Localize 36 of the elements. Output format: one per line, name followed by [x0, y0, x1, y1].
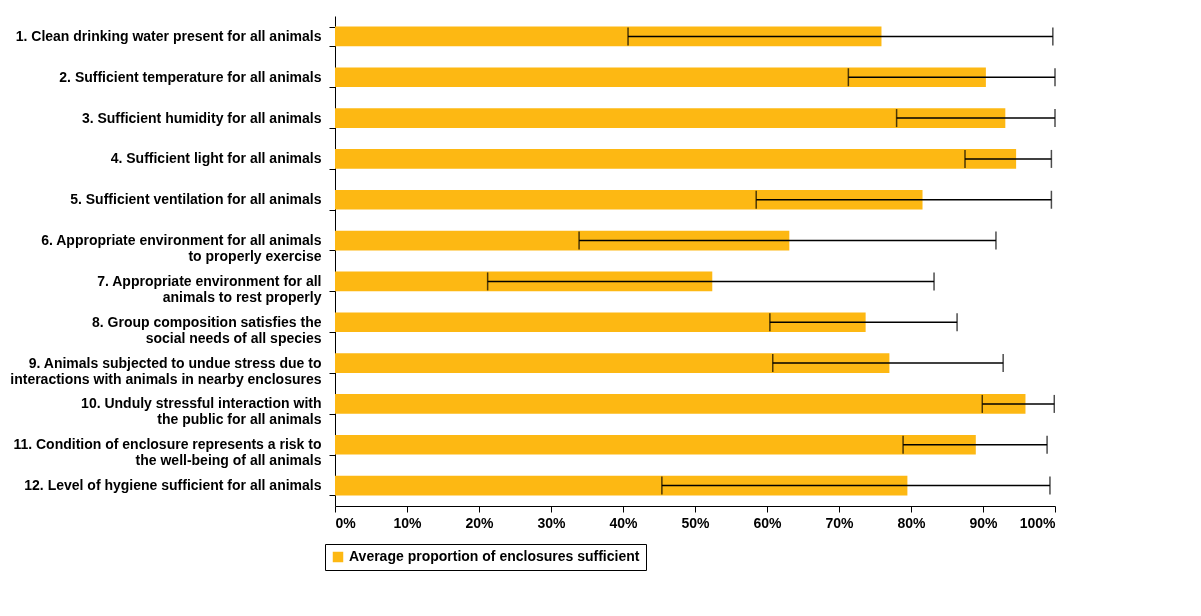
bar: [335, 67, 986, 88]
x-tick-label: 10%: [393, 514, 423, 531]
x-tick-label: 50%: [681, 514, 711, 531]
bar: [335, 271, 713, 292]
x-tick-label: 30%: [537, 514, 567, 531]
bar: [335, 475, 908, 496]
y-tick-label: 6. Appropriate environment for all animals to properly exercise: [41, 232, 322, 265]
y-tick-label: 4. Sufficient light for all animals: [110, 150, 322, 167]
bar: [335, 353, 890, 373]
bar: [335, 189, 923, 210]
bar: [335, 312, 866, 333]
bar: [335, 26, 882, 47]
x-tick-label: 0%: [335, 514, 357, 531]
x-tick-label: 20%: [465, 514, 495, 531]
bar: [335, 434, 976, 455]
y-tick-label: 3. Sufficient humidity for all animals: [81, 109, 322, 126]
bar: [335, 230, 790, 251]
y-tick-label: 1. Clean drinking water present for all animals: [15, 27, 322, 44]
x-tick-label: 60%: [753, 514, 783, 531]
x-tick-label: 100%: [1019, 514, 1057, 531]
y-tick-label: 12. Level of hygiene sufficient for all animals: [24, 477, 322, 494]
bar: [335, 108, 1006, 128]
y-tick-label: 7. Appropriate environment for all animals to rest properly: [97, 272, 322, 305]
x-tick-label: 90%: [969, 514, 999, 531]
y-tick-label: 8. Group composition satisfies the social needs of all species: [92, 313, 322, 346]
legend-label: Average proportion of enclosures sufficient: [349, 548, 640, 564]
x-tick-label: 40%: [609, 514, 639, 531]
y-tick-label: 11. Condition of enclosure represents a risk to the well-being of all animals: [13, 436, 322, 469]
y-tick-label: 10. Unduly stressful interaction with the public for all animals: [81, 395, 322, 428]
x-tick-label: 70%: [825, 514, 855, 531]
y-tick-label: 2. Sufficient temperature for all animals: [59, 68, 322, 85]
y-tick-label: 5. Sufficient ventilation for all animals: [70, 191, 322, 208]
bar: [335, 149, 1017, 169]
x-tick-label: 80%: [897, 514, 927, 531]
bar: [335, 394, 1026, 414]
y-tick-label: 9. Animals subjected to undue stress due to interactions with animals in nearby enclosures: [10, 354, 322, 387]
